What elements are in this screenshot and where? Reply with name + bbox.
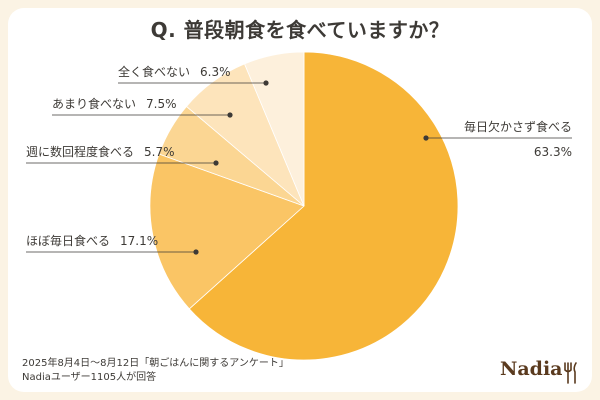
slice-value-2: 5.7% (144, 145, 175, 159)
pie-slice-0 (188, 51, 459, 361)
leader-dot-2 (213, 160, 219, 166)
slice-label-3: あまり食べない 7.5% (52, 96, 177, 111)
slice-label-1: ほぼ毎日食べる 17.1% (26, 233, 158, 248)
leader-dot-1 (193, 249, 199, 255)
fork-knife-icon (564, 362, 577, 384)
slice-value-4: 6.3% (200, 65, 231, 79)
slice-value-3: 7.5% (146, 97, 177, 111)
pie-slice-4 (244, 51, 305, 207)
survey-respondents: Nadiaユーザー1105人が回答 (22, 372, 157, 383)
slice-label-text-2: 週に数回程度食べる (26, 144, 134, 159)
survey-note: 2025年8月4日～8月12日「朝ごはんに関するアンケート」 Nadiaユーザー… (22, 357, 289, 385)
pie-slice-1 (149, 153, 305, 310)
leader-dot-0 (423, 135, 429, 141)
nadia-logo: Nadia (500, 358, 563, 380)
slice-label-2: 週に数回程度食べる 5.7% (26, 144, 175, 159)
slice-value-0: 63.3% (534, 145, 572, 159)
slice-value-1: 17.1% (120, 234, 158, 248)
slice-label-4: 全く食べない 6.3% (118, 64, 231, 79)
survey-period: 2025年8月4日～8月12日「朝ごはんに関するアンケート」 (22, 358, 289, 369)
leader-dot-3 (227, 112, 233, 118)
leader-dot-4 (263, 80, 269, 86)
slice-label-text-3: あまり食べない (52, 96, 136, 111)
slice-label-text-4: 全く食べない (118, 64, 190, 79)
slice-label-0: 毎日欠かさず食べる (464, 119, 572, 134)
slice-label-text-1: ほぼ毎日食べる (26, 233, 110, 248)
chart-title: Q. 普段朝食を食べていますか？ (150, 18, 450, 42)
